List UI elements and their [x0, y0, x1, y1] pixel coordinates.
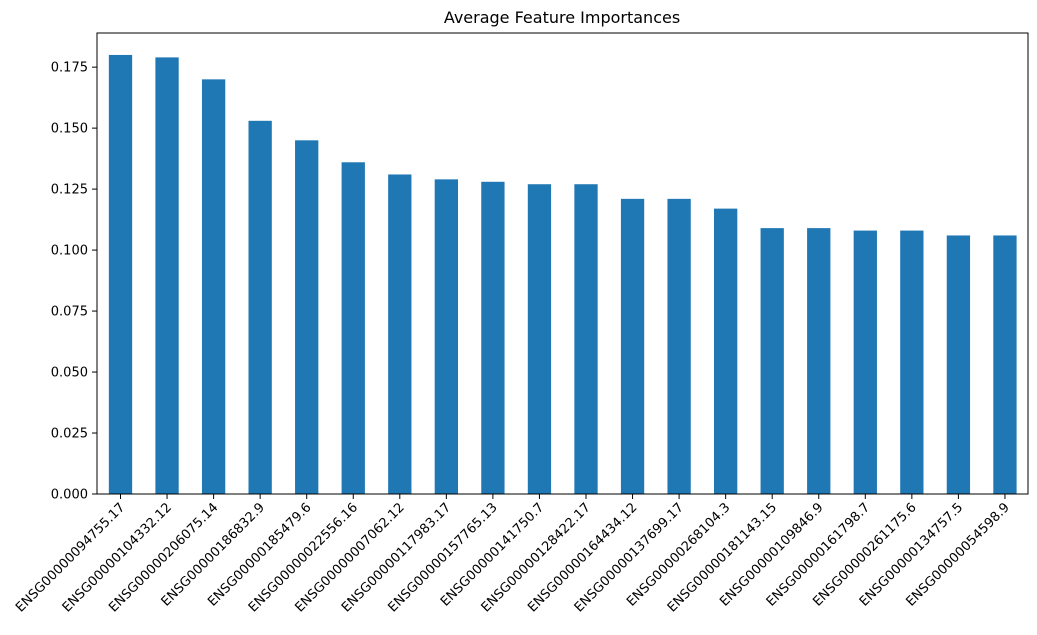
bar-20 — [993, 235, 1017, 494]
bar-16 — [807, 228, 831, 495]
y-tick-label: 0.100 — [51, 244, 88, 259]
x-axis: ENSG00000094755.17ENSG00000104332.12ENSG… — [13, 494, 1013, 615]
y-tick-label: 0.075 — [51, 305, 88, 320]
y-tick-label: 0.025 — [51, 427, 88, 442]
y-tick-label: 0.050 — [51, 366, 88, 381]
bar-7 — [388, 174, 412, 495]
y-tick-label: 0.000 — [51, 488, 88, 503]
bar-2 — [155, 57, 179, 494]
bar-11 — [574, 184, 598, 494]
y-tick-label: 0.125 — [51, 183, 88, 198]
bars-group — [108, 54, 1017, 495]
bar-15 — [760, 228, 784, 495]
bar-12 — [620, 198, 645, 494]
bar-10 — [527, 184, 552, 494]
y-tick-label: 0.175 — [51, 61, 88, 76]
bar-17 — [853, 230, 877, 495]
chart-title: Average Feature Importances — [444, 8, 680, 27]
y-tick-label: 0.150 — [51, 122, 88, 137]
bar-4 — [248, 120, 272, 495]
y-axis: 0.000 0.025 0.050 0.075 0.100 0.125 0.150 0.175 — [51, 61, 97, 503]
bar-13 — [667, 198, 691, 494]
bar-1 — [108, 54, 133, 494]
bar-18 — [900, 230, 924, 495]
bar-14 — [714, 208, 738, 494]
bar-8 — [434, 179, 458, 494]
bar-3 — [201, 79, 226, 494]
plot-frame — [96, 32, 1029, 495]
bar-19 — [946, 235, 971, 494]
bar-5 — [295, 140, 319, 494]
bar-6 — [341, 162, 365, 494]
bar-9 — [481, 181, 505, 494]
